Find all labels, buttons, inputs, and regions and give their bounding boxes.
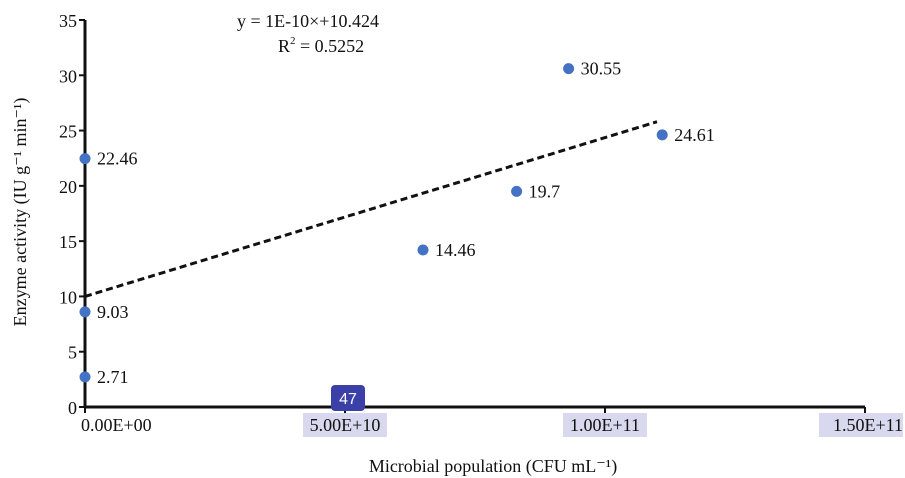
data-point bbox=[563, 63, 575, 75]
trendline-equation: y = 1E-10×+10.424 bbox=[237, 11, 379, 31]
x-tick-label: 5.00E+10 bbox=[310, 415, 381, 435]
ticks: 0 5 10 15 20 25 30 35 0.00E+00 5.00E+10 1.00E+11 1.… bbox=[59, 11, 903, 435]
x-tick-label-highlight bbox=[563, 413, 647, 437]
x-axis-label: Microbial population (CFU mL⁻¹) bbox=[369, 456, 617, 477]
page-badge-label: 47 bbox=[339, 391, 357, 408]
data-point bbox=[656, 129, 668, 141]
y-tick-label: 20 bbox=[59, 177, 77, 197]
page-badge-background bbox=[331, 385, 365, 411]
data-label: 30.55 bbox=[581, 59, 622, 79]
data-label: 2.71 bbox=[97, 367, 129, 387]
y-tick-label: 0 bbox=[68, 398, 77, 418]
data-label: 24.61 bbox=[674, 125, 715, 145]
data-labels: 2.71 9.03 22.46 14.46 19.7 30.55 24.61 bbox=[97, 59, 715, 387]
data-point bbox=[417, 244, 429, 256]
axes bbox=[83, 20, 865, 409]
r2-label: R bbox=[278, 36, 290, 56]
r2-superscript: 2 bbox=[290, 35, 296, 47]
page-badge[interactable]: 47 bbox=[331, 385, 365, 411]
trendline bbox=[84, 120, 658, 298]
y-tick-label: 25 bbox=[59, 122, 77, 142]
y-axis-label: Enzyme activity (IU g⁻¹ min⁻¹) bbox=[10, 98, 31, 327]
data-point bbox=[511, 185, 523, 197]
x-tick-label: 1.00E+11 bbox=[570, 415, 640, 435]
y-tick-label: 15 bbox=[59, 232, 77, 252]
trendline-r-squared: R2 = 0.5252 bbox=[278, 35, 364, 56]
data-label: 19.7 bbox=[529, 181, 561, 201]
x-tick-label: 1.50E+11 bbox=[833, 415, 903, 435]
tick-label-highlights bbox=[303, 413, 903, 437]
y-tick-label: 10 bbox=[59, 287, 77, 307]
data-label: 9.03 bbox=[97, 302, 129, 322]
data-point bbox=[79, 306, 91, 318]
r2-value: = 0.5252 bbox=[296, 36, 365, 56]
x-tick-label-highlight bbox=[303, 413, 387, 437]
y-tick-label: 5 bbox=[68, 343, 77, 363]
x-tick-label-highlight bbox=[819, 413, 903, 437]
x-tick-label: 0.00E+00 bbox=[81, 415, 152, 435]
data-label: 22.46 bbox=[97, 149, 138, 169]
y-tick-label: 30 bbox=[59, 66, 77, 86]
data-label: 14.46 bbox=[435, 240, 476, 260]
data-point bbox=[79, 371, 91, 383]
data-points bbox=[79, 63, 668, 383]
y-tick-label: 35 bbox=[59, 11, 77, 31]
data-point bbox=[79, 153, 91, 165]
trendline-line bbox=[84, 120, 658, 298]
